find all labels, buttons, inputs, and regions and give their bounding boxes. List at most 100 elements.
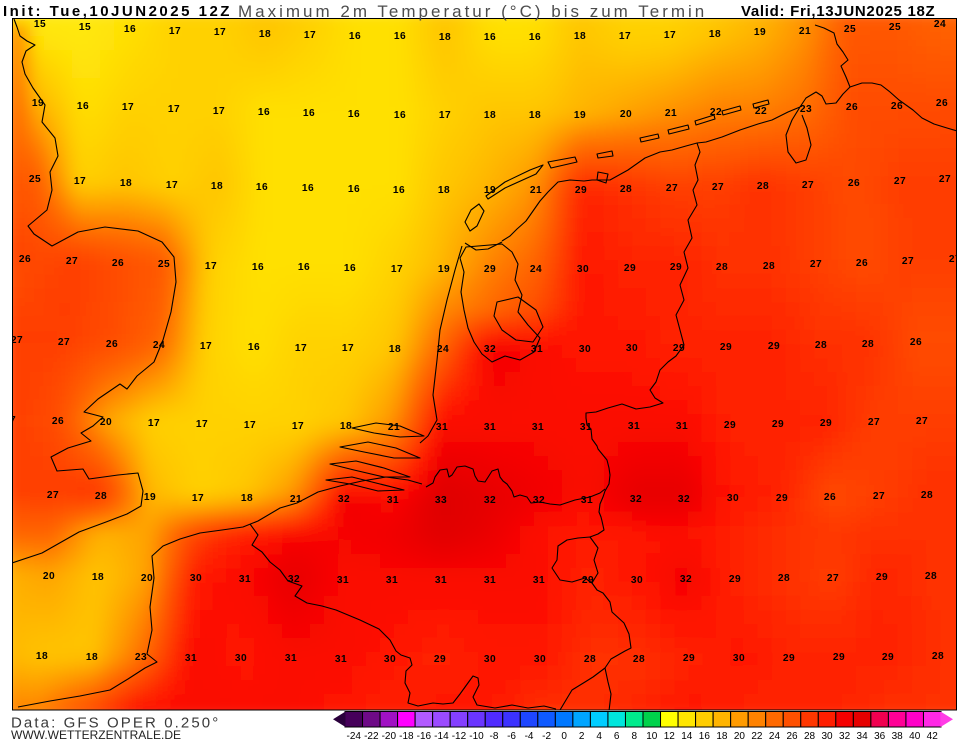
svg-text:31: 31 — [628, 421, 640, 432]
svg-text:19: 19 — [484, 185, 496, 196]
svg-text:32: 32 — [533, 495, 545, 506]
svg-text:-6: -6 — [507, 731, 516, 741]
svg-text:21: 21 — [388, 422, 400, 433]
svg-text:30: 30 — [727, 493, 739, 504]
svg-text:27: 27 — [712, 182, 724, 193]
svg-text:17: 17 — [122, 102, 134, 113]
svg-text:16: 16 — [248, 342, 260, 353]
svg-text:28: 28 — [804, 731, 816, 741]
svg-text:26: 26 — [910, 337, 922, 348]
svg-text:Maximum 2m Temperatur (°C) bis: Maximum 2m Temperatur (°C) bis zum Termi… — [238, 2, 707, 21]
svg-text:30: 30 — [235, 653, 247, 664]
svg-text:27: 27 — [802, 180, 814, 191]
svg-text:17: 17 — [213, 106, 225, 117]
svg-text:36: 36 — [874, 731, 886, 741]
svg-text:24: 24 — [934, 19, 946, 30]
svg-text:17: 17 — [244, 420, 256, 431]
svg-text:27: 27 — [868, 417, 880, 428]
svg-text:26: 26 — [856, 258, 868, 269]
svg-text:29: 29 — [724, 420, 736, 431]
svg-text:20: 20 — [141, 573, 153, 584]
svg-text:16: 16 — [303, 108, 315, 119]
svg-text:-18: -18 — [399, 731, 414, 741]
svg-text:25: 25 — [29, 174, 41, 185]
svg-text:20: 20 — [100, 417, 112, 428]
svg-text:42: 42 — [927, 731, 939, 741]
svg-text:15: 15 — [34, 19, 46, 30]
svg-text:-16: -16 — [417, 731, 432, 741]
svg-text:14: 14 — [681, 731, 693, 741]
svg-text:26: 26 — [824, 492, 836, 503]
svg-text:22: 22 — [710, 107, 722, 118]
svg-text:31: 31 — [337, 575, 349, 586]
svg-text:6: 6 — [614, 731, 620, 741]
svg-text:18: 18 — [86, 652, 98, 663]
svg-text:16: 16 — [394, 110, 406, 121]
svg-text:29: 29 — [673, 343, 685, 354]
svg-text:31: 31 — [185, 653, 197, 664]
svg-text:15: 15 — [79, 22, 91, 33]
svg-text:-14: -14 — [434, 731, 449, 741]
svg-text:26: 26 — [106, 339, 118, 350]
svg-text:17: 17 — [192, 493, 204, 504]
svg-text:16: 16 — [349, 31, 361, 42]
svg-text:Init: Tue,10JUN2025 12Z: Init: Tue,10JUN2025 12Z — [3, 3, 232, 20]
svg-text:17: 17 — [169, 26, 181, 37]
svg-text:29: 29 — [582, 575, 594, 586]
svg-text:34: 34 — [857, 731, 869, 741]
svg-text:29: 29 — [833, 652, 845, 663]
svg-text:18: 18 — [438, 185, 450, 196]
svg-text:40: 40 — [909, 731, 921, 741]
svg-text:31: 31 — [581, 495, 593, 506]
svg-text:26: 26 — [936, 98, 948, 109]
svg-text:18: 18 — [340, 421, 352, 432]
svg-text:26: 26 — [52, 416, 64, 427]
svg-text:0: 0 — [561, 731, 567, 741]
svg-text:31: 31 — [436, 422, 448, 433]
svg-text:18: 18 — [389, 344, 401, 355]
svg-text:17: 17 — [391, 264, 403, 275]
svg-text:28: 28 — [815, 340, 827, 351]
svg-text:30: 30 — [577, 264, 589, 275]
svg-text:Data: GFS OPER 0.250°: Data: GFS OPER 0.250° — [11, 715, 220, 732]
svg-text:18: 18 — [36, 651, 48, 662]
svg-text:27: 27 — [66, 256, 78, 267]
svg-text:17: 17 — [342, 343, 354, 354]
svg-text:28: 28 — [778, 573, 790, 584]
svg-text:17: 17 — [200, 341, 212, 352]
svg-text:26: 26 — [848, 178, 860, 189]
svg-text:31: 31 — [335, 654, 347, 665]
svg-text:31: 31 — [580, 422, 592, 433]
svg-text:31: 31 — [285, 653, 297, 664]
svg-text:24: 24 — [769, 731, 781, 741]
svg-text:28: 28 — [925, 571, 937, 582]
svg-text:17: 17 — [439, 110, 451, 121]
svg-text:16: 16 — [529, 32, 541, 43]
svg-text:31: 31 — [386, 575, 398, 586]
svg-text:19: 19 — [32, 98, 44, 109]
svg-text:27: 27 — [4, 415, 16, 426]
svg-text:29: 29 — [729, 574, 741, 585]
svg-text:19: 19 — [144, 492, 156, 503]
svg-text:17: 17 — [304, 30, 316, 41]
svg-text:16: 16 — [256, 182, 268, 193]
svg-text:32: 32 — [484, 495, 496, 506]
svg-text:27: 27 — [47, 490, 59, 501]
svg-text:27: 27 — [666, 183, 678, 194]
svg-text:19: 19 — [438, 264, 450, 275]
svg-text:18: 18 — [241, 493, 253, 504]
svg-text:27: 27 — [827, 573, 839, 584]
svg-text:29: 29 — [783, 653, 795, 664]
svg-text:28: 28 — [932, 651, 944, 662]
svg-text:12: 12 — [664, 731, 676, 741]
svg-text:31: 31 — [387, 495, 399, 506]
svg-text:23: 23 — [800, 104, 812, 115]
svg-text:4: 4 — [596, 731, 602, 741]
svg-text:30: 30 — [821, 731, 833, 741]
svg-text:31: 31 — [484, 575, 496, 586]
svg-text:31: 31 — [484, 422, 496, 433]
svg-text:22: 22 — [755, 106, 767, 117]
svg-text:27: 27 — [894, 176, 906, 187]
svg-text:26: 26 — [19, 254, 31, 265]
svg-text:17: 17 — [196, 419, 208, 430]
